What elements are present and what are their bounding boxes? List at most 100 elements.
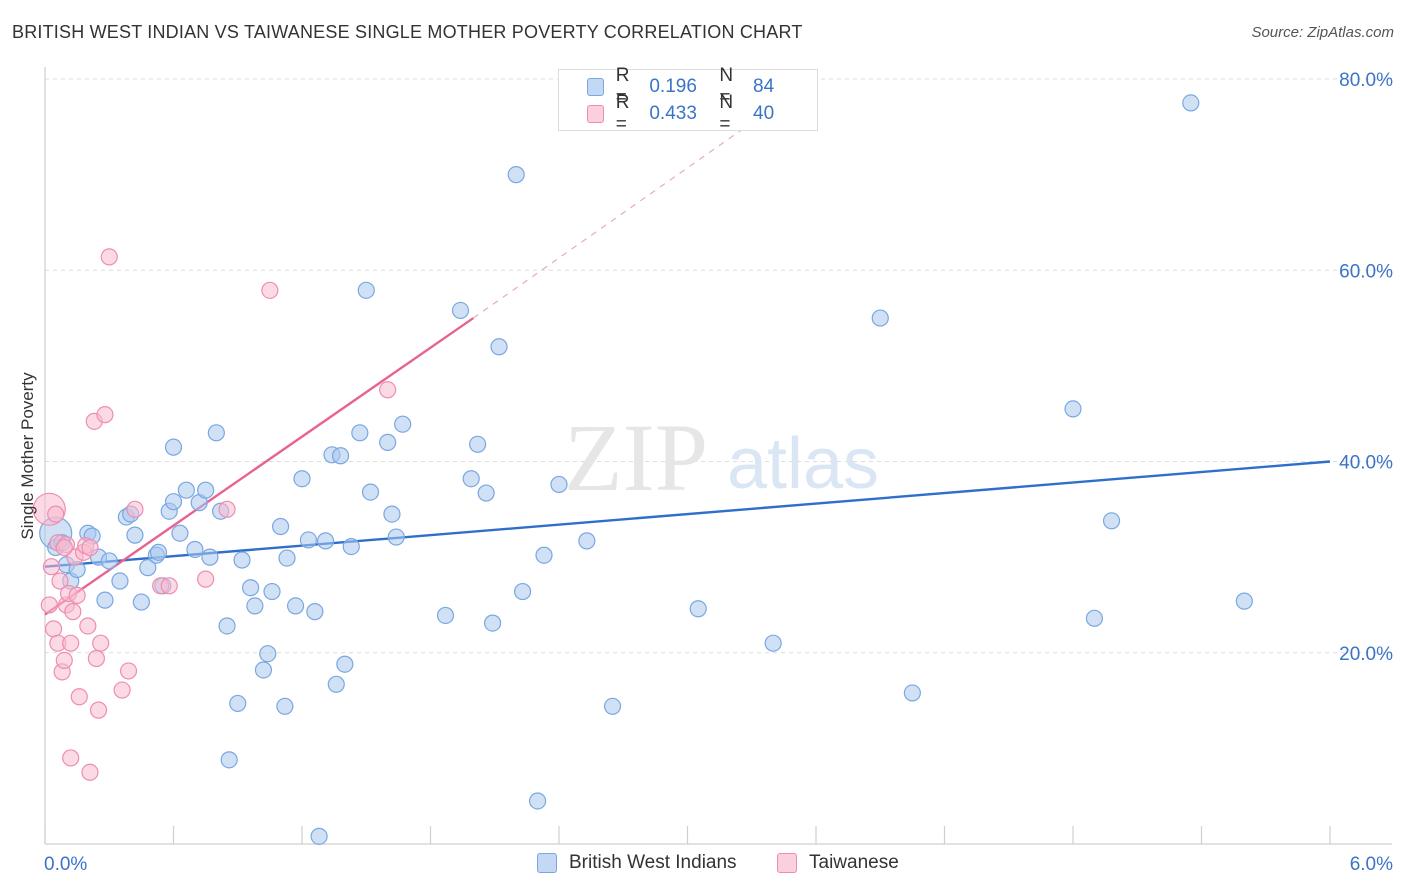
watermark-zip: ZIP [564, 404, 708, 511]
point-taiwanese [55, 651, 73, 670]
correlation-legend: R = 0.196 N = 84 R = 0.433 N = 40 [558, 65, 818, 135]
point-british-west-indians [310, 827, 328, 845]
point-taiwanese [89, 701, 108, 719]
point-british-west-indians [764, 634, 782, 652]
point-british-west-indians [293, 470, 311, 488]
point-british-west-indians [1182, 94, 1200, 112]
point-taiwanese [79, 617, 97, 635]
legend-r-label: R = [615, 92, 630, 135]
point-british-west-indians [164, 493, 183, 511]
point-british-west-indians [132, 593, 150, 611]
point-taiwanese [68, 586, 86, 604]
chart-title: BRITISH WEST INDIAN VS TAIWANESE SINGLE … [12, 22, 803, 42]
series-legend-british-west-indians[interactable]: British West Indians [537, 852, 737, 874]
point-taiwanese [87, 649, 106, 668]
point-british-west-indians [351, 424, 369, 442]
point-taiwanese [218, 500, 236, 518]
y-tick-label: 60.0% [1339, 261, 1393, 282]
point-british-west-indians [306, 603, 324, 621]
point-british-west-indians [197, 481, 215, 499]
y-tick-label: 20.0% [1339, 644, 1393, 665]
point-british-west-indians [139, 559, 157, 577]
x-tick-label: 0.0% [44, 854, 87, 875]
point-british-west-indians [276, 697, 294, 715]
point-taiwanese [47, 505, 65, 523]
point-taiwanese [92, 634, 110, 652]
series-legend-taiwanese[interactable]: Taiwanese [777, 852, 899, 874]
point-taiwanese [113, 681, 131, 699]
legend-n-value: 84 [753, 76, 775, 97]
legend-n-label: N = [719, 92, 734, 135]
point-british-west-indians [316, 532, 335, 550]
point-taiwanese [81, 763, 99, 781]
tick-labels: 20.0% 40.0% 60.0% 80.0% 0.0% 6.0% [44, 70, 1393, 875]
point-british-west-indians [331, 447, 350, 465]
point-taiwanese [81, 538, 99, 557]
point-british-west-indians [507, 166, 525, 184]
point-taiwanese [62, 634, 80, 652]
watermark-atlas: atlas [727, 424, 879, 504]
point-british-west-indians [111, 572, 129, 590]
point-british-west-indians [259, 645, 277, 663]
y-tick-label: 80.0% [1339, 70, 1393, 91]
point-british-west-indians [171, 524, 189, 542]
point-taiwanese [55, 538, 73, 557]
point-taiwanese [100, 248, 118, 266]
point-british-west-indians [342, 538, 360, 556]
legend-r-label: R = [615, 65, 630, 108]
point-british-west-indians [383, 505, 401, 523]
trend-extension-taiwanese [472, 107, 774, 319]
point-british-west-indians [379, 433, 397, 451]
point-taiwanese [197, 570, 215, 588]
legend-n-value: 40 [753, 103, 775, 124]
y-axis-label: Single Mother Poverty [18, 372, 37, 540]
trend-lines [44, 107, 1331, 616]
point-british-west-indians [394, 415, 412, 433]
point-british-west-indians [278, 549, 296, 567]
point-british-west-indians [96, 591, 114, 609]
point-british-west-indians [535, 546, 553, 564]
point-british-west-indians [246, 597, 264, 615]
point-taiwanese [64, 603, 82, 621]
point-taiwanese [70, 688, 88, 706]
point-british-west-indians [903, 684, 921, 702]
point-taiwanese [44, 620, 63, 638]
legend-n-label: N = [719, 65, 734, 108]
point-british-west-indians [436, 606, 455, 625]
source-label: Source: ZipAtlas.com [1251, 24, 1394, 41]
point-taiwanese [126, 500, 144, 518]
point-british-west-indians [149, 543, 168, 561]
point-british-west-indians [201, 548, 219, 566]
point-british-west-indians [462, 470, 480, 488]
series-swatch-pink [777, 853, 797, 873]
point-british-west-indians [528, 792, 547, 810]
point-british-west-indians [1064, 400, 1082, 418]
point-british-west-indians [451, 301, 470, 320]
point-taiwanese [119, 662, 138, 680]
point-british-west-indians [254, 661, 273, 679]
point-british-west-indians [490, 338, 508, 356]
point-british-west-indians [387, 528, 405, 546]
point-taiwanese [96, 406, 114, 424]
point-british-west-indians [513, 582, 532, 601]
point-british-west-indians [207, 424, 225, 442]
watermark: ZIP atlas [564, 404, 879, 511]
data-points [32, 94, 1253, 845]
point-british-west-indians [550, 475, 568, 494]
point-british-west-indians [271, 517, 290, 536]
point-british-west-indians [233, 551, 251, 569]
series-swatch-blue [537, 853, 557, 873]
point-british-west-indians [177, 481, 195, 499]
point-british-west-indians [218, 617, 236, 635]
y-tick-label: 40.0% [1339, 453, 1393, 474]
point-british-west-indians [327, 675, 345, 693]
legend-r-value: 0.196 [649, 76, 697, 97]
point-british-west-indians [242, 579, 260, 597]
series-label-british-west-indians: British West Indians [569, 852, 737, 873]
point-british-west-indians [357, 281, 375, 299]
legend-swatch-pink [587, 105, 604, 123]
series-label-taiwanese: Taiwanese [809, 852, 899, 873]
point-british-west-indians [477, 484, 495, 502]
point-british-west-indians [1235, 592, 1253, 610]
point-taiwanese [62, 749, 80, 767]
